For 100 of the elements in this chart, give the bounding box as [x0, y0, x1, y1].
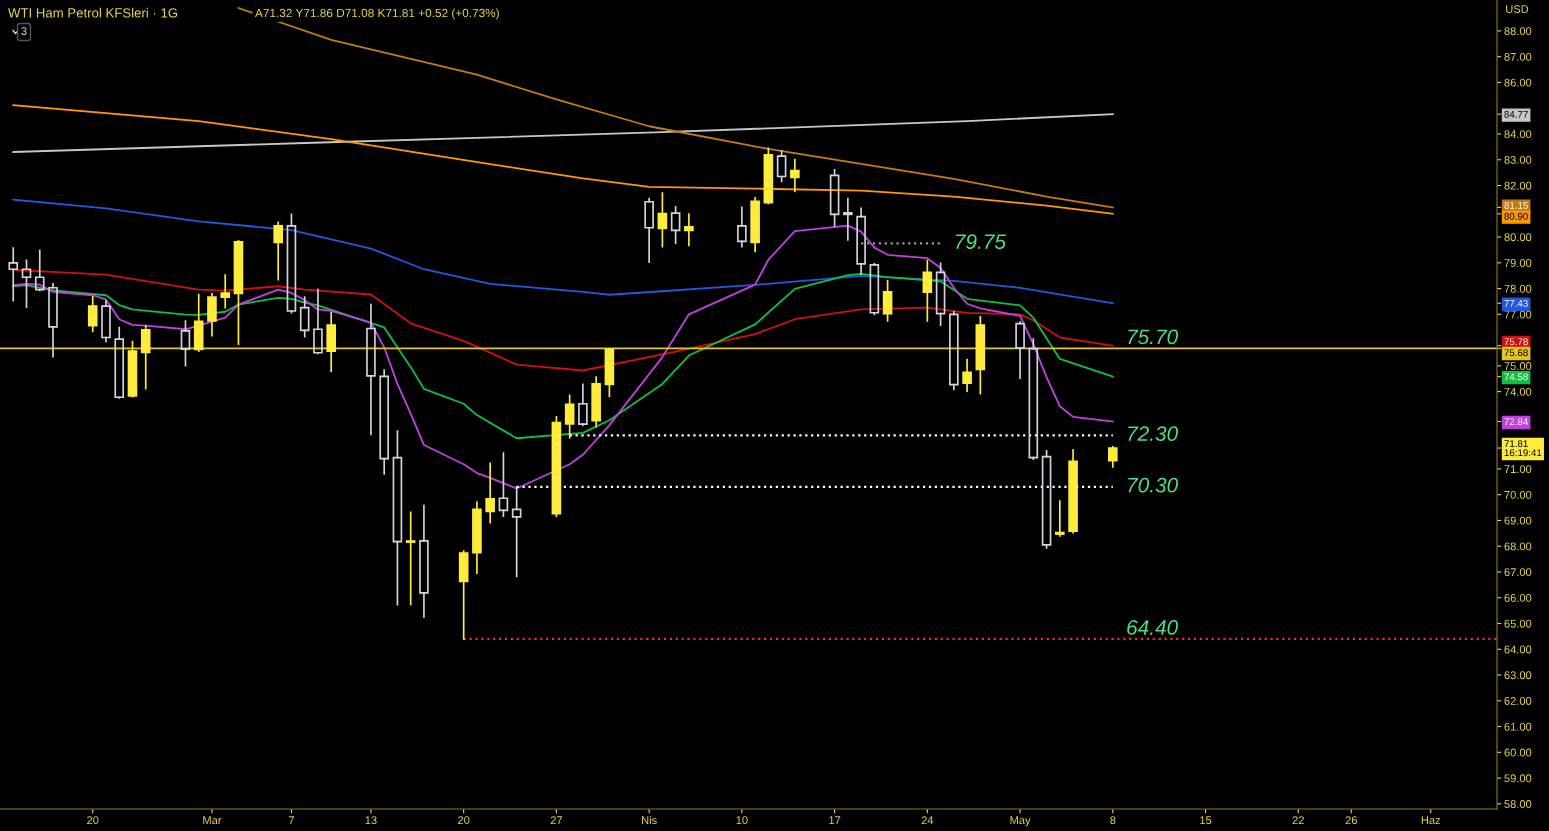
- candlestick: [207, 292, 217, 337]
- y-tick-label: 63.00: [1504, 671, 1532, 680]
- y-tick-label: 68.00: [1504, 542, 1532, 551]
- y-tick-label: 70.00: [1504, 490, 1532, 499]
- candlestick: [591, 376, 601, 428]
- y-tick-label: 84.00: [1504, 130, 1532, 139]
- x-tick-label: Mar: [203, 816, 222, 825]
- y-tick-label: 77.43: [1504, 299, 1528, 307]
- y-tick-label: 64.00: [1504, 645, 1532, 654]
- y-tick-label: 86.00: [1504, 78, 1532, 87]
- text: A71.32 Y71.86 D71.08 K71.81 +0.52 (+0.73%): [255, 8, 499, 20]
- annotation: 3: [21, 27, 27, 35]
- y-tick-label: 82.00: [1504, 181, 1532, 190]
- y-tick-label: 80.90: [1504, 212, 1528, 220]
- x-tick-label: 17: [829, 816, 841, 824]
- candlestick: [485, 462, 495, 524]
- candlestick: [1068, 449, 1078, 533]
- candlestick: [843, 197, 853, 241]
- candlestick: [458, 550, 469, 640]
- candlestick: [684, 213, 694, 247]
- candlestick: [299, 296, 310, 338]
- y-tick-label: 77.00: [1504, 310, 1532, 319]
- x-tick-label: 26: [1345, 816, 1357, 825]
- y-tick-label: 65.00: [1504, 619, 1532, 628]
- x-tick-label: 10: [736, 816, 748, 825]
- x-tick-label: 7: [288, 816, 294, 824]
- x-tick-label: 27: [550, 816, 563, 824]
- line-series: [237, 7, 1114, 209]
- series-label: 75.70: [1128, 329, 1179, 345]
- y-tick-label: 71.81 16:19:41: [1504, 440, 1542, 457]
- candlestick: [922, 259, 933, 322]
- candlestick: [273, 221, 284, 281]
- candlestick: [790, 158, 800, 193]
- x-tick-label: Haz: [1421, 816, 1441, 825]
- y-tick-label: 60.00: [1504, 748, 1532, 757]
- candlestick: [856, 207, 866, 275]
- y-tick-label: 88.00: [1504, 27, 1532, 36]
- x-tick-label: 20: [87, 816, 99, 825]
- x-tick-label: 13: [365, 816, 377, 825]
- y-tick-label: 78.00: [1504, 284, 1532, 293]
- candlestick: [1108, 447, 1118, 468]
- candlestick: [657, 192, 668, 248]
- y-tick-label: 74.00: [1504, 387, 1532, 396]
- candlestick: [419, 504, 429, 618]
- candlestick: [220, 274, 231, 309]
- candlestick: [313, 288, 323, 354]
- candlestick: [405, 511, 416, 606]
- candlestick: [472, 501, 482, 575]
- y-tick-label: 59.00: [1504, 774, 1532, 783]
- candlestick: [1028, 338, 1039, 460]
- y-tick-label: 83.00: [1504, 156, 1532, 164]
- series-label: 79.75: [956, 234, 1007, 250]
- x-tick-label: 22: [1292, 816, 1304, 824]
- x-tick-label: 15: [1200, 816, 1212, 825]
- candlestick: [949, 310, 959, 391]
- y-tick-label: 66.00: [1504, 594, 1532, 602]
- x-tick-label: May: [1010, 816, 1031, 827]
- y-tick-label: 62.00: [1504, 697, 1532, 705]
- y-tick-label: 87.00: [1504, 52, 1532, 61]
- y-axis-title: USD: [1506, 5, 1529, 13]
- x-tick-label: Nis: [642, 815, 657, 825]
- y-tick-label: 69.00: [1504, 516, 1532, 525]
- candlestick: [564, 394, 575, 439]
- y-tick-label: 84.77: [1504, 110, 1528, 118]
- series-label: 64.40: [1127, 620, 1179, 635]
- candlestick: [670, 206, 681, 245]
- series-label: 72.30: [1128, 426, 1179, 442]
- candlestick: [578, 383, 588, 425]
- candlestick: [962, 358, 972, 392]
- candlestick: [511, 486, 522, 578]
- candlestick: [366, 303, 376, 436]
- x-tick-label: 24: [921, 816, 934, 824]
- candlestick: [882, 279, 893, 322]
- y-tick-label: 75.00: [1504, 362, 1532, 370]
- chart-title: WTI Ham Petrol KFSleri · 1G: [8, 7, 178, 18]
- x-tick-label: 8: [1110, 816, 1116, 825]
- y-tick-label: 81.15: [1504, 201, 1528, 209]
- candlestick: [1015, 321, 1025, 380]
- candlestick: [750, 197, 760, 253]
- candlestick: [392, 430, 403, 606]
- candlestick: [326, 311, 337, 373]
- candlestick: [644, 197, 654, 264]
- candlestick: [379, 369, 389, 475]
- candlestick: [975, 316, 986, 395]
- candlestick: [1055, 500, 1065, 537]
- candlestick: [233, 241, 244, 346]
- y-tick-label: 72.84: [1504, 418, 1528, 426]
- candlestick: [498, 452, 509, 517]
- candlestick: [737, 206, 747, 248]
- y-tick-label: 79.00: [1504, 259, 1532, 267]
- y-tick-label: 75.68: [1504, 349, 1528, 357]
- y-tick-label: 67.00: [1504, 568, 1532, 577]
- y-tick-label: 71.00: [1504, 465, 1532, 474]
- y-tick-label: 58.00: [1504, 800, 1532, 808]
- y-tick-label: 74.58: [1504, 373, 1528, 381]
- y-tick-label: 61.00: [1504, 722, 1532, 731]
- candlestick: [935, 262, 946, 326]
- y-tick-label: 80.00: [1504, 233, 1532, 242]
- x-tick-label: 20: [458, 816, 470, 825]
- series-label: 70.30: [1128, 477, 1179, 493]
